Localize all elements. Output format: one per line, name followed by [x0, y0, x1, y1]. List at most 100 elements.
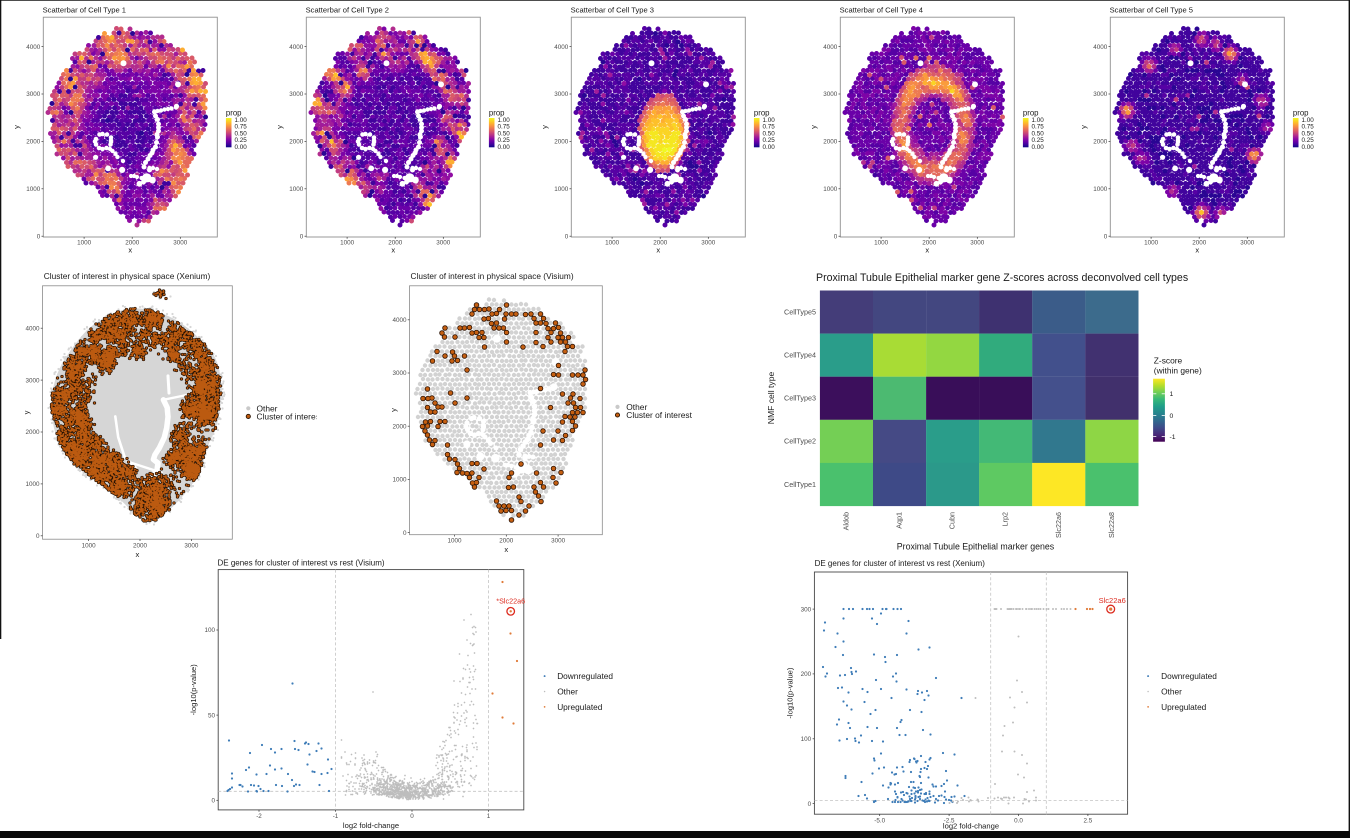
- svg-text:2000: 2000: [388, 240, 403, 247]
- svg-text:0: 0: [1170, 413, 1174, 420]
- svg-text:0.50: 0.50: [498, 130, 511, 137]
- svg-text:-log10(p-value): -log10(p-value): [189, 664, 198, 716]
- svg-text:3000: 3000: [1240, 240, 1255, 247]
- svg-text:0.50: 0.50: [763, 130, 776, 137]
- svg-text:Scatterbar of Cell Type 1: Scatterbar of Cell Type 1: [43, 6, 126, 15]
- svg-text:4000: 4000: [1093, 44, 1108, 51]
- svg-text:Other: Other: [557, 686, 578, 696]
- svg-text:CellType3: CellType3: [784, 394, 816, 403]
- svg-text:Other: Other: [1161, 686, 1182, 696]
- svg-text:*Slc22a6: *Slc22a6: [496, 596, 525, 605]
- svg-text:3000: 3000: [701, 240, 716, 247]
- svg-text:1.00: 1.00: [1032, 117, 1045, 124]
- svg-text:50: 50: [208, 712, 216, 719]
- svg-text:-log10(p-value): -log10(p-value): [785, 667, 794, 719]
- svg-text:(within gene): (within gene): [1154, 366, 1202, 376]
- svg-text:3000: 3000: [289, 91, 304, 98]
- svg-text:1000: 1000: [605, 240, 620, 247]
- svg-text:Slc22a8: Slc22a8: [1107, 512, 1116, 538]
- svg-text:1: 1: [1170, 391, 1174, 398]
- svg-text:NMF cell type: NMF cell type: [766, 372, 776, 425]
- svg-text:4000: 4000: [554, 44, 569, 51]
- svg-text:Downregulated: Downregulated: [557, 671, 613, 681]
- svg-text:2000: 2000: [1093, 139, 1108, 146]
- svg-text:0: 0: [834, 233, 838, 240]
- svg-text:0.00: 0.00: [1032, 144, 1045, 151]
- svg-text:1.00: 1.00: [235, 117, 248, 124]
- svg-text:3000: 3000: [551, 538, 566, 545]
- svg-text:1000: 1000: [340, 240, 355, 247]
- svg-text:-2: -2: [256, 813, 262, 820]
- svg-text:2000: 2000: [823, 139, 838, 146]
- svg-text:Aldob: Aldob: [841, 512, 850, 530]
- svg-text:0: 0: [410, 813, 414, 820]
- svg-text:1000: 1000: [77, 240, 92, 247]
- svg-text:log2 fold-change: log2 fold-change: [943, 822, 999, 831]
- svg-text:1000: 1000: [823, 186, 838, 193]
- svg-text:CellType5: CellType5: [784, 307, 816, 316]
- svg-text:Scatterbar of Cell Type 3: Scatterbar of Cell Type 3: [571, 6, 654, 15]
- svg-text:Cluster of interest in physica: Cluster of interest in physical space (V…: [411, 271, 574, 281]
- svg-text:prop: prop: [1023, 109, 1039, 118]
- svg-text:Cluster of interest in physica: Cluster of interest in physical space (X…: [44, 271, 211, 281]
- svg-text:3000: 3000: [554, 91, 569, 98]
- svg-text:3000: 3000: [173, 240, 188, 247]
- svg-text:100: 100: [801, 736, 812, 743]
- svg-text:4000: 4000: [26, 44, 41, 51]
- svg-text:3000: 3000: [1093, 91, 1108, 98]
- svg-text:4000: 4000: [25, 325, 40, 332]
- svg-text:2000: 2000: [25, 429, 40, 436]
- svg-text:0: 0: [300, 233, 304, 240]
- svg-text:0.00: 0.00: [235, 144, 248, 151]
- svg-text:x: x: [925, 246, 929, 255]
- svg-text:4000: 4000: [289, 44, 304, 51]
- svg-text:Downregulated: Downregulated: [1161, 671, 1217, 681]
- svg-text:0: 0: [403, 530, 407, 537]
- svg-text:200: 200: [801, 671, 812, 678]
- svg-text:Scatterbar of Cell Type 4: Scatterbar of Cell Type 4: [840, 6, 923, 15]
- svg-text:2000: 2000: [922, 240, 937, 247]
- svg-text:0: 0: [565, 233, 569, 240]
- svg-text:1000: 1000: [1144, 240, 1159, 247]
- svg-text:3000: 3000: [823, 91, 838, 98]
- svg-text:Cluster of interest: Cluster of interest: [626, 410, 692, 420]
- svg-text:0.00: 0.00: [763, 144, 776, 151]
- svg-text:300: 300: [801, 606, 812, 613]
- svg-text:log2 fold-change: log2 fold-change: [343, 821, 399, 830]
- svg-text:0: 0: [37, 233, 41, 240]
- svg-text:2000: 2000: [289, 139, 304, 146]
- svg-text:x: x: [136, 550, 140, 559]
- svg-text:prop: prop: [1293, 109, 1309, 118]
- svg-text:prop: prop: [489, 109, 505, 118]
- svg-text:Cluster of interest: Cluster of interest: [257, 411, 323, 421]
- svg-text:2000: 2000: [133, 543, 148, 550]
- svg-text:2000: 2000: [554, 139, 569, 146]
- svg-text:Upregulated: Upregulated: [557, 702, 603, 712]
- svg-text:0.25: 0.25: [763, 137, 776, 144]
- svg-text:x: x: [1195, 246, 1199, 255]
- svg-text:0: 0: [1104, 233, 1108, 240]
- svg-text:Upregulated: Upregulated: [1161, 702, 1207, 712]
- svg-text:4000: 4000: [823, 44, 838, 51]
- svg-text:0.25: 0.25: [1302, 137, 1315, 144]
- svg-text:Cubn: Cubn: [948, 512, 957, 529]
- svg-text:-1: -1: [1170, 434, 1176, 441]
- svg-text:CellType4: CellType4: [784, 351, 816, 360]
- svg-text:y: y: [809, 125, 818, 129]
- svg-text:Proximal Tubule Epithelial mar: Proximal Tubule Epithelial marker genes: [897, 542, 1055, 552]
- svg-text:prop: prop: [226, 109, 242, 118]
- svg-text:CellType1: CellType1: [784, 480, 816, 489]
- svg-text:Scatterbar of Cell Type 2: Scatterbar of Cell Type 2: [306, 6, 389, 15]
- svg-text:DE genes for cluster of intere: DE genes for cluster of interest vs rest…: [815, 559, 986, 568]
- svg-text:0.0: 0.0: [1014, 818, 1023, 825]
- svg-text:x: x: [656, 246, 660, 255]
- svg-text:0: 0: [36, 533, 40, 540]
- svg-text:0.50: 0.50: [1032, 130, 1045, 137]
- svg-text:0.25: 0.25: [498, 137, 511, 144]
- svg-text:Slc22a6: Slc22a6: [1099, 596, 1126, 605]
- svg-text:Slc22a6: Slc22a6: [1054, 512, 1063, 538]
- svg-text:2000: 2000: [125, 240, 140, 247]
- svg-text:1000: 1000: [554, 186, 569, 193]
- svg-text:0.75: 0.75: [235, 124, 248, 131]
- svg-text:100: 100: [204, 627, 215, 634]
